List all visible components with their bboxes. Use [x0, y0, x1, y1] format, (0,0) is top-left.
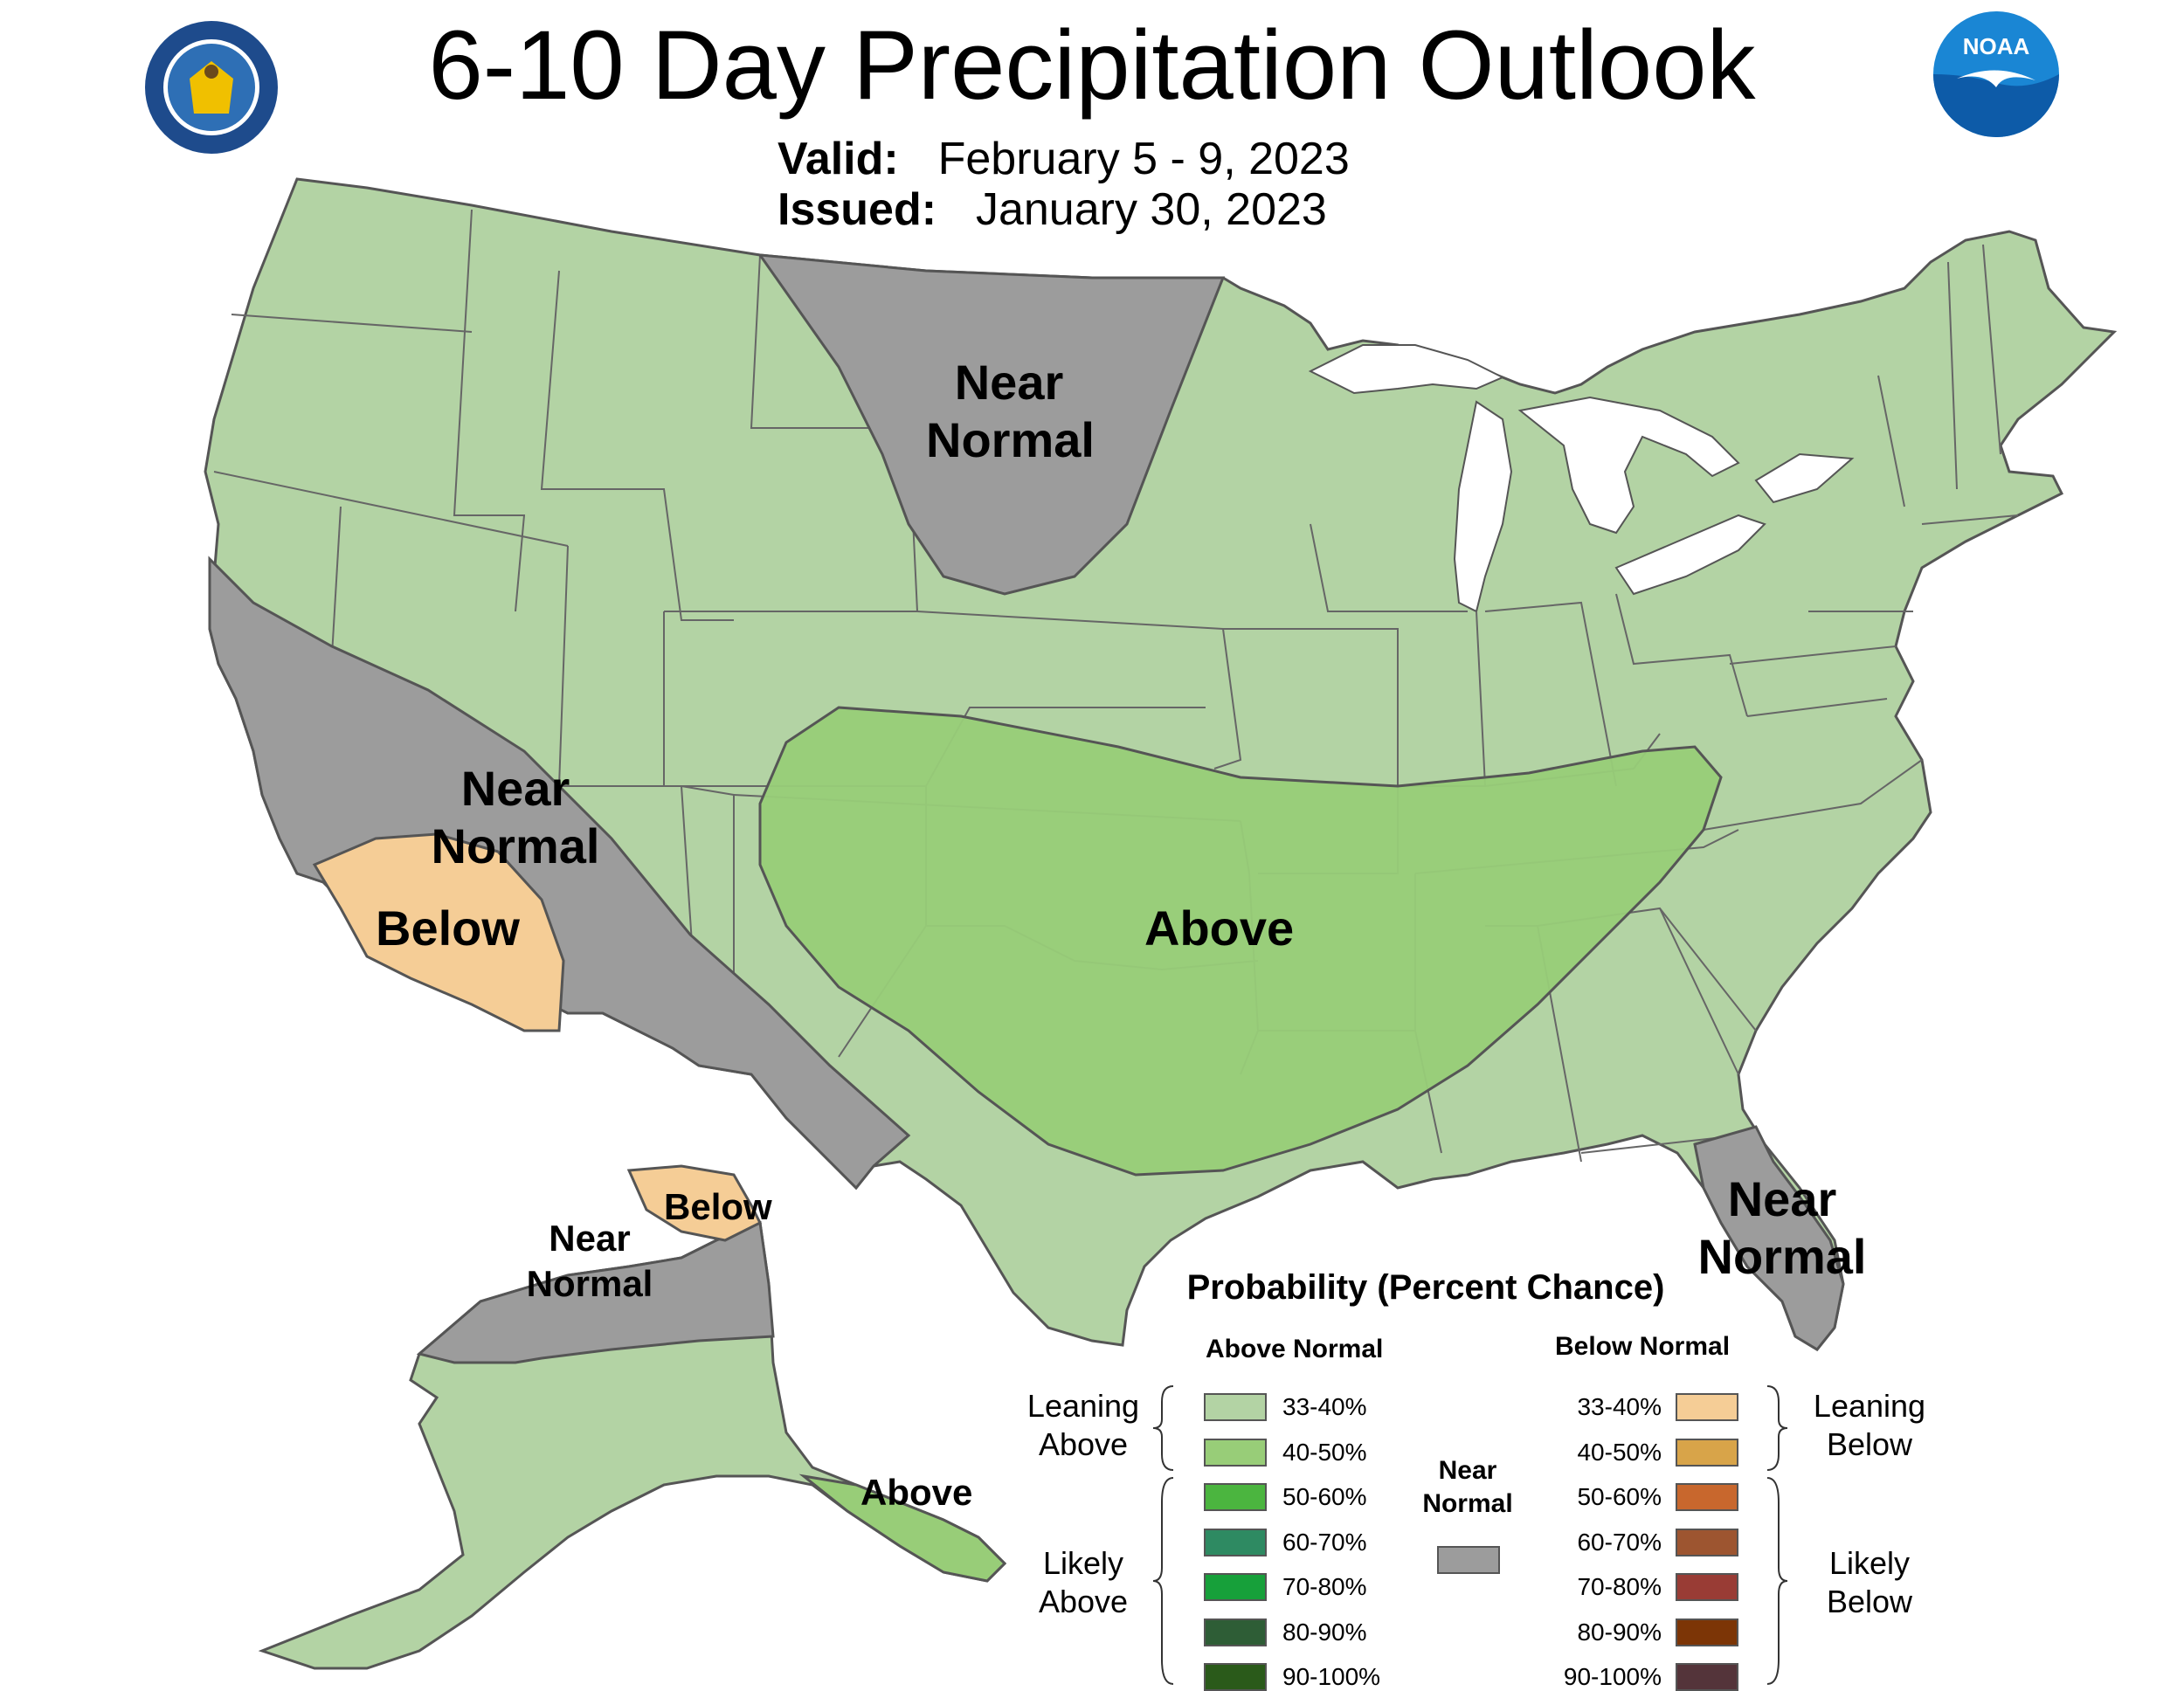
florida-near-normal-line2: Normal [1697, 1229, 1867, 1284]
legend-above-bin-swatch [1204, 1663, 1267, 1691]
commerce-seal-icon [145, 21, 278, 154]
west-near-normal-line1: Near [460, 761, 570, 816]
legend-above-bin-swatch [1204, 1528, 1267, 1556]
leaning-above-brace-icon [1152, 1385, 1174, 1471]
legend-below-bin-swatch [1676, 1438, 1738, 1467]
legend-below-bin-label: 60-70% [1577, 1528, 1662, 1556]
legend-above-bin-label: 70-80% [1282, 1573, 1367, 1600]
alaska-above-label: Above [860, 1472, 973, 1513]
alaska-near-normal-line1: Near [549, 1218, 631, 1259]
legend-above-bin-swatch [1204, 1573, 1267, 1601]
legend-below-bin-label: 40-50% [1577, 1438, 1662, 1466]
west-below-label: Below [376, 901, 520, 956]
map-title: 6-10 Day Precipitation Outlook [428, 10, 1756, 120]
noaa-logo-text: NOAA [1963, 33, 2030, 59]
leaning-above-line2: Above [1038, 1426, 1129, 1462]
likely-above-label: Likely Above [1013, 1544, 1153, 1621]
leaning-below-line1: Leaning [1813, 1388, 1926, 1424]
legend-below-bin-swatch [1676, 1483, 1738, 1511]
legend-above-bin-swatch [1204, 1393, 1267, 1421]
likely-above-line2: Above [1038, 1584, 1129, 1619]
alaska-near-normal-region [416, 1220, 775, 1364]
likely-below-brace-icon [1766, 1477, 1788, 1685]
alaska-near-normal-line2: Normal [526, 1263, 653, 1304]
alaska-below-label: Below [664, 1186, 772, 1227]
leaning-above-line1: Leaning [1026, 1388, 1140, 1424]
issued-date: January 30, 2023 [975, 184, 1327, 235]
likely-below-line2: Below [1826, 1584, 1913, 1619]
legend-below-bin-swatch [1676, 1528, 1738, 1556]
leaning-below-line2: Below [1826, 1426, 1913, 1462]
valid-line: Valid: February 5 - 9, 2023 [778, 133, 1350, 185]
legend-below-bin-swatch [1676, 1663, 1738, 1691]
noaa-logo-icon: NOAA [1933, 11, 2059, 137]
issued-line: Issued: January 30, 2023 [778, 183, 1327, 236]
central-above-label: Above [1144, 901, 1295, 956]
legend-below-bin-label: 50-60% [1577, 1483, 1662, 1510]
legend-above-bin-label: 33-40% [1282, 1393, 1367, 1420]
plains-near-normal-label: Near Normal [926, 354, 1095, 469]
issued-label: Issued: [778, 184, 937, 235]
leaning-above-label: Leaning Above [1013, 1387, 1153, 1464]
likely-below-label: Likely Below [1795, 1544, 1944, 1621]
legend-below-bin-label: 90-100% [1563, 1663, 1662, 1690]
legend-below-header: Below Normal [1555, 1332, 1731, 1361]
great-lakes [1308, 344, 1855, 613]
near-normal-west-region [208, 556, 911, 1191]
legend-above-bin-label: 40-50% [1282, 1438, 1367, 1466]
legend-above-bin-swatch [1204, 1618, 1267, 1646]
legend-above-bin-swatch [1204, 1438, 1267, 1467]
west-near-normal-label: Near Normal [428, 760, 603, 875]
legend-below-bin-label: 80-90% [1577, 1618, 1662, 1646]
legend-below-bin-swatch [1676, 1573, 1738, 1601]
legend-below-bin-swatch [1676, 1618, 1738, 1646]
below-southern-california-region [312, 832, 565, 1032]
alaska-southeast-panhandle [798, 1474, 1007, 1583]
legend-near-normal-line2: Normal [1422, 1489, 1513, 1518]
likely-above-line1: Likely [1042, 1545, 1124, 1581]
leaning-below-brace-icon [1766, 1385, 1788, 1471]
likely-above-brace-icon [1152, 1477, 1174, 1685]
west-near-normal-line2: Normal [431, 818, 600, 873]
legend-above-header: Above Normal [1206, 1335, 1384, 1363]
legend-near-normal-swatch [1437, 1546, 1500, 1574]
legend-title: Probability (Percent Chance) [1186, 1268, 1665, 1307]
legend-above-bin-label: 60-70% [1282, 1528, 1367, 1556]
near-normal-florida-region [1693, 1125, 1845, 1351]
florida-near-normal-line1: Near [1727, 1171, 1837, 1226]
alaska-near-normal-label: Near Normal [520, 1216, 660, 1307]
florida-near-normal-label: Near Normal [1695, 1170, 1870, 1286]
plains-near-normal-line2: Normal [926, 412, 1095, 467]
valid-label: Valid: [778, 134, 899, 184]
plains-near-normal-line1: Near [954, 355, 1064, 410]
above-central-region [758, 706, 1723, 1177]
legend-above-bin-label: 80-90% [1282, 1618, 1367, 1646]
alaska-below-region [626, 1164, 763, 1242]
legend-below-bin-swatch [1676, 1393, 1738, 1421]
legend-below-bin-label: 70-80% [1577, 1573, 1662, 1600]
legend-near-normal-label: Near Normal [1406, 1454, 1529, 1521]
near-normal-plains-region [757, 253, 1226, 596]
legend-below-bin-label: 33-40% [1577, 1393, 1662, 1420]
leaning-below-label: Leaning Below [1795, 1387, 1944, 1464]
likely-below-line1: Likely [1828, 1545, 1911, 1581]
legend-above-bin-label: 50-60% [1282, 1483, 1367, 1510]
legend-above-bin-label: 90-100% [1282, 1663, 1381, 1690]
valid-dates: February 5 - 9, 2023 [937, 134, 1350, 184]
legend-near-normal-line1: Near [1438, 1456, 1497, 1485]
legend-above-bin-swatch [1204, 1483, 1267, 1511]
